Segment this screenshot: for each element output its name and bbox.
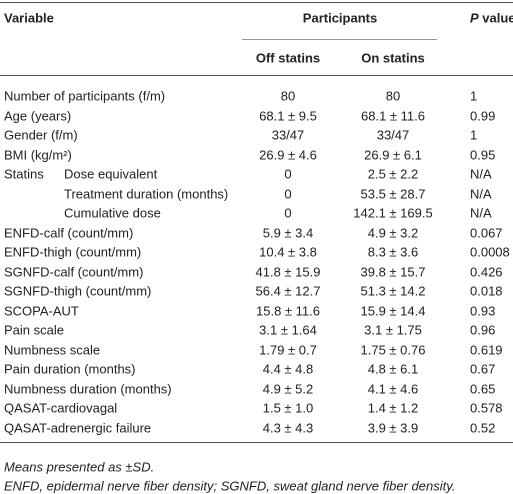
off-value: 80 xyxy=(280,88,296,104)
p-value: 1 xyxy=(470,127,478,143)
on-value: 33/47 xyxy=(376,127,410,143)
row-label: Pain duration (months) xyxy=(4,361,136,377)
row-label: Gender (f/m) xyxy=(4,127,78,143)
p-value: 0.619 xyxy=(470,342,503,358)
on-value: 1.4 ± 1.2 xyxy=(367,400,419,416)
p-italic: P xyxy=(470,10,479,26)
p-rest: value xyxy=(482,10,513,26)
p-value: 0.95 xyxy=(470,147,496,163)
p-value: 0.018 xyxy=(470,283,503,299)
off-value: 4.3 ± 4.3 xyxy=(262,420,314,436)
p-value: N/A xyxy=(470,186,492,202)
p-value: N/A xyxy=(470,205,492,221)
off-value: 10.4 ± 3.8 xyxy=(259,244,317,260)
off-value: 3.1 ± 1.64 xyxy=(259,322,317,338)
header-off: Off statins xyxy=(255,50,321,66)
row-label: Pain scale xyxy=(4,322,64,338)
p-value: 0.578 xyxy=(470,400,503,416)
row-label: QASAT-cardiovagal xyxy=(4,400,118,416)
row-label: Numbness duration (months) xyxy=(4,381,172,397)
on-value: 39.8 ± 15.7 xyxy=(360,264,426,280)
p-value: 0.067 xyxy=(470,225,503,241)
on-value: 1.75 ± 0.76 xyxy=(360,342,426,358)
on-value: 4.9 ± 3.2 xyxy=(367,225,419,241)
row-label: Number of participants (f/m) xyxy=(4,88,166,104)
p-value: 0.65 xyxy=(470,381,496,397)
top-rule xyxy=(0,2,513,3)
on-value: 2.5 ± 2.2 xyxy=(367,166,419,182)
row-sublabel: Cumulative dose xyxy=(64,205,161,221)
on-value: 80 xyxy=(385,88,401,104)
p-value: 0.93 xyxy=(470,303,496,319)
p-value: 0.0008 xyxy=(470,244,510,260)
bottom-rule xyxy=(0,442,513,443)
group-rule xyxy=(242,39,437,40)
p-value: 0.426 xyxy=(470,264,503,280)
on-value: 15.9 ± 14.4 xyxy=(360,303,426,319)
off-value: 4.4 ± 4.8 xyxy=(262,361,314,377)
row-label: BMI (kg/m²) xyxy=(4,147,72,163)
off-value: 33/47 xyxy=(271,127,305,143)
footnote: ENFD, epidermal nerve fiber density; SGN… xyxy=(4,478,456,494)
off-value: 0 xyxy=(284,205,292,221)
on-value: 142.1 ± 169.5 xyxy=(353,205,433,221)
off-value: 26.9 ± 4.6 xyxy=(259,147,317,163)
row-label: SGNFD-thigh (count/mm) xyxy=(4,283,152,299)
row-label: SCOPA-AUT xyxy=(4,303,79,319)
p-value: 0.99 xyxy=(470,108,496,124)
on-value: 4.8 ± 6.1 xyxy=(367,361,419,377)
off-value: 0 xyxy=(284,166,292,182)
p-value: 1 xyxy=(470,88,478,104)
p-value: N/A xyxy=(470,166,492,182)
on-value: 4.1 ± 4.6 xyxy=(367,381,419,397)
off-value: 4.9 ± 5.2 xyxy=(262,381,314,397)
row-sublabel: Dose equivalent xyxy=(64,166,158,182)
header-rule xyxy=(0,75,513,76)
on-value: 26.9 ± 6.1 xyxy=(364,147,422,163)
off-value: 56.4 ± 12.7 xyxy=(255,283,321,299)
off-value: 1.79 ± 0.7 xyxy=(259,342,317,358)
row-label: ENFD-calf (count/mm) xyxy=(4,225,134,241)
row-sublabel: Treatment duration (months) xyxy=(64,186,229,202)
off-value: 1.5 ± 1.0 xyxy=(262,400,314,416)
p-value: 0.52 xyxy=(470,420,496,436)
row-label: Age (years) xyxy=(4,108,72,124)
p-value: 0.96 xyxy=(470,322,496,338)
header-on: On statins xyxy=(361,50,425,66)
header-p-value: P value xyxy=(470,12,513,25)
on-value: 51.3 ± 14.2 xyxy=(360,283,426,299)
off-value: 0 xyxy=(284,186,292,202)
on-value: 68.1 ± 11.6 xyxy=(361,108,425,124)
off-value: 15.8 ± 11.6 xyxy=(256,303,320,319)
header-participants: Participants xyxy=(302,10,378,26)
row-label: Statins xyxy=(4,166,44,182)
row-label: Numbness scale xyxy=(4,342,101,358)
on-value: 3.1 ± 1.75 xyxy=(364,322,422,338)
off-value: 68.1 ± 9.5 xyxy=(259,108,317,124)
off-value: 5.9 ± 3.4 xyxy=(262,225,314,241)
footnote: Means presented as ±SD. xyxy=(4,459,155,475)
row-label: ENFD-thigh (count/mm) xyxy=(4,244,142,260)
row-label: QASAT-adrenergic failure xyxy=(4,420,152,436)
header-variable: Variable xyxy=(4,10,54,26)
on-value: 53.5 ± 28.7 xyxy=(360,186,426,202)
on-value: 8.3 ± 3.6 xyxy=(367,244,419,260)
on-value: 3.9 ± 3.9 xyxy=(367,420,419,436)
row-label: SGNFD-calf (count/mm) xyxy=(4,264,144,280)
off-value: 41.8 ± 15.9 xyxy=(255,264,321,280)
p-value: 0.67 xyxy=(470,361,496,377)
